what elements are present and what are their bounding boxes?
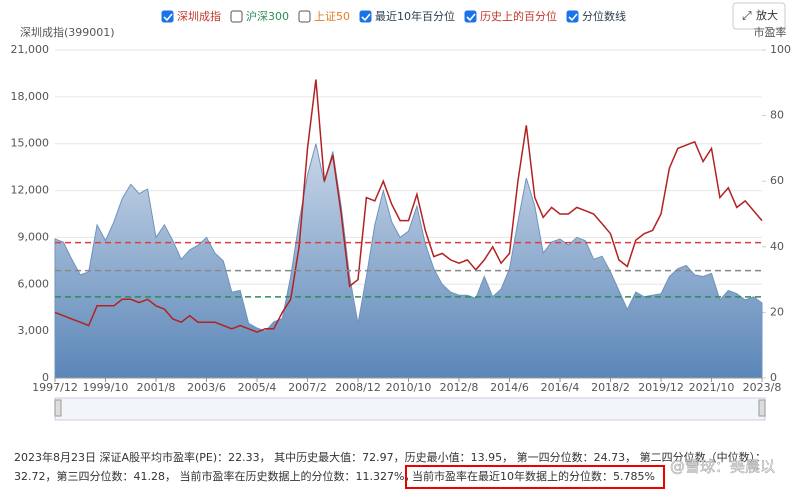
zoom-label: 放大 (756, 8, 778, 22)
legend-check (361, 13, 371, 22)
legend-label[interactable]: 沪深300 (246, 9, 289, 23)
highlight-box (405, 465, 665, 489)
legend-checkbox[interactable] (230, 10, 243, 23)
legend-label[interactable]: 分位数线 (582, 9, 626, 23)
watermark: legulegu.com (358, 214, 453, 230)
x-tick-label: 1997/12 (32, 381, 78, 394)
navigator[interactable] (54, 397, 766, 421)
footer-line: 2023年8月23日 深证A股平均市盈率(PE)：22.33， 其中历史最大值：… (14, 450, 766, 464)
line (54, 79, 763, 333)
y-tick-label: 15,000 (11, 137, 50, 150)
y-tick-label: 6,000 (18, 277, 50, 290)
y-tick-label: 18,000 (11, 90, 50, 103)
credit: @雪球：美晨以 (670, 458, 775, 476)
x-tick-label: 2001/8 (137, 381, 176, 394)
x-tick-label: 1999/10 (83, 381, 129, 394)
x-tick-label: 2023/8 (743, 381, 782, 394)
zoom-icon: ⤢ (741, 9, 752, 23)
footer-line: 32.72，第三四分位数：41.28， 当前市盈率在历史数据上的分位数：11.3… (14, 469, 415, 483)
y2-tick-label: 80 (770, 109, 784, 122)
x-tick-label: 2019/12 (638, 381, 684, 394)
y2-tick-label: 20 (770, 305, 784, 318)
x-tick-label: 2010/10 (386, 381, 432, 394)
y-axis-label: 深圳成指(399001) (20, 25, 115, 39)
y-tick-label: 3,000 (18, 324, 50, 337)
legend-label[interactable]: 深圳成指 (177, 9, 221, 23)
y-tick-label: 12,000 (11, 184, 50, 197)
x-tick-label: 2008/12 (335, 381, 381, 394)
y2-tick-label: 40 (770, 240, 784, 253)
legend-checkbox[interactable] (359, 10, 372, 23)
y-tick-label: 0 (42, 371, 49, 384)
x-tick-label: 2016/4 (541, 381, 580, 394)
legend-checkbox[interactable] (298, 10, 311, 23)
x-tick-label: 2003/6 (187, 381, 226, 394)
navigator-handle[interactable] (758, 399, 766, 417)
legend-check (568, 13, 578, 22)
y2-tick-label: 100 (770, 43, 791, 56)
y-tick-label: 9,000 (18, 230, 50, 243)
x-tick-label: 2014/6 (490, 381, 529, 394)
footer-highlight: 当前市盈率在最近10年数据上的分位数：5.785% (412, 469, 655, 483)
legend-checkbox[interactable] (161, 10, 174, 23)
legend-checkbox[interactable] (566, 10, 579, 23)
legend-check (163, 13, 173, 22)
navigator-handle[interactable] (54, 399, 62, 417)
legend-label[interactable]: 上证50 (314, 10, 350, 23)
legend-checkbox[interactable] (464, 10, 477, 23)
legend-label[interactable]: 最近10年百分位 (375, 9, 455, 23)
legend-label[interactable]: 历史上的百分位 (480, 9, 557, 23)
y-tick-label: 21,000 (11, 43, 50, 56)
zoom-button[interactable] (732, 2, 786, 30)
area (54, 143, 763, 379)
x-tick-label: 2021/10 (689, 381, 735, 394)
legend-check (466, 13, 476, 22)
x-tick-label: 2005/4 (238, 381, 277, 394)
x-tick-label: 2012/8 (440, 381, 479, 394)
y2-axis-label: 市盈率 (754, 25, 787, 39)
y2-tick-label: 60 (770, 174, 784, 187)
x-tick-label: 2007/2 (288, 381, 327, 394)
x-tick-label: 2018/2 (591, 381, 630, 394)
y2-tick-label: 0 (770, 371, 777, 384)
